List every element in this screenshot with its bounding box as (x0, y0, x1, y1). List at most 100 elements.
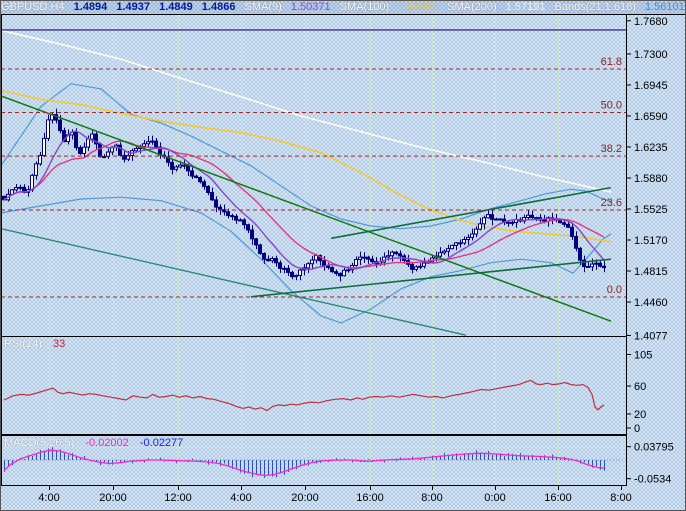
candle-body[interactable] (78, 147, 82, 155)
candle-body[interactable] (186, 165, 190, 172)
ascending-channel-lower[interactable] (250, 258, 612, 298)
candle-body[interactable] (394, 251, 398, 255)
candle-body[interactable] (470, 233, 474, 238)
candle-body[interactable] (342, 269, 346, 277)
candle-body[interactable] (86, 138, 90, 148)
candle-body[interactable] (214, 199, 218, 208)
candle-body[interactable] (182, 164, 186, 167)
candle-body[interactable] (254, 238, 258, 246)
candle-body[interactable] (202, 181, 206, 187)
candle-body[interactable] (46, 119, 50, 139)
candle-body[interactable] (90, 133, 94, 140)
candle-body[interactable] (454, 242, 458, 246)
candle-body[interactable] (330, 266, 334, 273)
candle-body[interactable] (206, 185, 210, 194)
candle-body[interactable] (590, 263, 594, 268)
candle-body[interactable] (586, 265, 590, 268)
candle-body[interactable] (338, 272, 342, 277)
candle-body[interactable] (142, 143, 146, 147)
candle-body[interactable] (74, 131, 78, 149)
descending-trendline[interactable] (1, 95, 612, 322)
candle-body[interactable] (414, 266, 418, 270)
candle-body[interactable] (490, 214, 494, 220)
candle-body[interactable] (298, 269, 302, 276)
candle-body[interactable] (474, 228, 478, 235)
candle-body[interactable] (210, 192, 214, 201)
candle-body[interactable] (358, 256, 362, 260)
candle-body[interactable] (238, 219, 242, 222)
candle-body[interactable] (410, 263, 414, 270)
candle-body[interactable] (286, 267, 290, 273)
candle-body[interactable] (274, 258, 278, 264)
candle-body[interactable] (170, 161, 174, 170)
candle-body[interactable] (450, 244, 454, 250)
candle-body[interactable] (442, 250, 446, 254)
candle-body[interactable] (602, 265, 606, 269)
candle-body[interactable] (58, 119, 62, 132)
candle-body[interactable] (126, 155, 130, 160)
candle-body[interactable] (578, 247, 582, 261)
candle-body[interactable] (278, 262, 282, 269)
candle-body[interactable] (370, 258, 374, 263)
descending-trendline-2[interactable] (1, 228, 467, 336)
candle-body[interactable] (322, 260, 326, 267)
time-axis[interactable]: 4:00 20:00 12:00 4:00 20:00 16:00 8:00 0:00 16:0… (38, 486, 632, 504)
candle-body[interactable] (174, 166, 178, 170)
candle-body[interactable] (230, 215, 234, 218)
candle-body[interactable] (194, 175, 198, 178)
candle-body[interactable] (366, 256, 370, 260)
candle-body[interactable] (266, 258, 270, 262)
candle-body[interactable] (446, 248, 450, 252)
candle-body[interactable] (522, 217, 526, 222)
candle-body[interactable] (62, 130, 66, 143)
macd-panel-plot[interactable] (1, 446, 626, 480)
candle-body[interactable] (594, 262, 598, 265)
candle-body[interactable] (570, 226, 574, 237)
candle-body[interactable] (486, 214, 490, 219)
candle-body[interactable] (190, 170, 194, 177)
candle-body[interactable] (422, 262, 426, 267)
candle-body[interactable] (386, 255, 390, 258)
candle-body[interactable] (418, 265, 422, 268)
candle-body[interactable] (94, 133, 98, 145)
price-axis[interactable]: 1.7680 1.7300 1.6945 1.6590 1.6235 1.5880 1.55… (626, 16, 674, 486)
candle-body[interactable] (438, 252, 442, 257)
candle-body[interactable] (506, 221, 510, 224)
candle-body[interactable] (226, 211, 230, 217)
candle-body[interactable] (18, 186, 22, 189)
candle-body[interactable] (582, 259, 586, 267)
candle-body[interactable] (102, 156, 106, 159)
candle-body[interactable] (242, 219, 246, 226)
candle-body[interactable] (198, 176, 202, 183)
candle-body[interactable] (270, 258, 274, 262)
candle-body[interactable] (346, 269, 350, 272)
candle-body[interactable] (510, 221, 514, 224)
candle-body[interactable] (30, 174, 34, 191)
candle-body[interactable] (150, 140, 154, 143)
candle-body[interactable] (462, 238, 466, 244)
candle-body[interactable] (334, 271, 338, 274)
candle-body[interactable] (310, 259, 314, 265)
candle-body[interactable] (362, 256, 366, 259)
candle-body[interactable] (118, 144, 122, 156)
candle-body[interactable] (482, 217, 486, 225)
candle-body[interactable] (466, 236, 470, 240)
rsi-panel-plot[interactable] (1, 379, 626, 415)
candle-body[interactable] (282, 267, 286, 270)
candle-body[interactable] (478, 223, 482, 230)
candle-body[interactable] (234, 215, 238, 221)
candle-body[interactable] (542, 219, 546, 222)
candle-body[interactable] (534, 217, 538, 220)
candle-body[interactable] (166, 156, 170, 163)
candle-body[interactable] (530, 214, 534, 219)
candle-body[interactable] (390, 251, 394, 257)
candle-body[interactable] (38, 154, 42, 165)
candle-body[interactable] (498, 218, 502, 221)
candle-body[interactable] (34, 163, 38, 176)
candle-body[interactable] (562, 222, 566, 225)
candle-body[interactable] (526, 214, 530, 219)
candle-body[interactable] (106, 151, 110, 158)
candle-body[interactable] (14, 187, 18, 191)
candle-body[interactable] (294, 274, 298, 278)
candle-body[interactable] (178, 164, 182, 168)
